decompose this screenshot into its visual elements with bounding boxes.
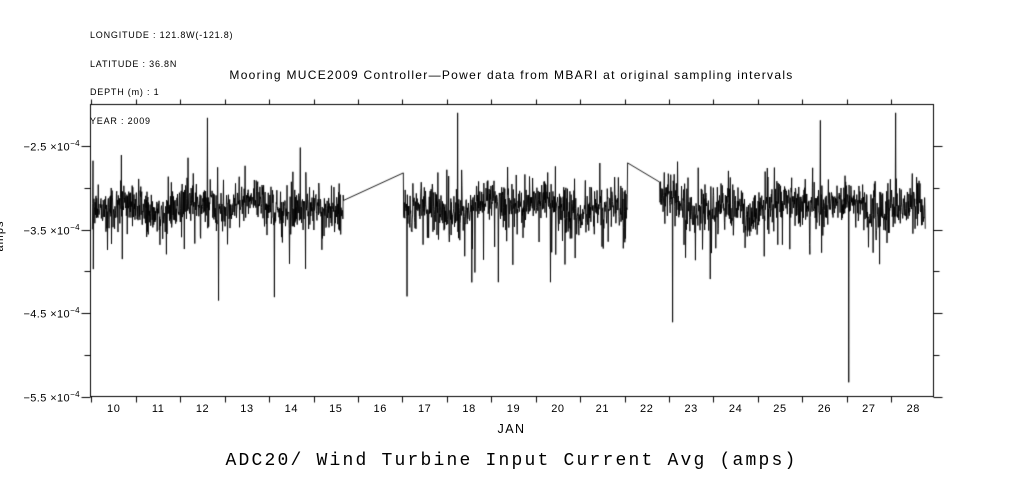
chart-title: Mooring MUCE2009 Controller—Power data f…: [229, 68, 794, 82]
metadata-year: YEAR : 2009: [90, 115, 151, 126]
metadata-latitude: LATITUDE : 36.8N: [90, 58, 178, 69]
metadata-longitude: LONGITUDE : 121.8W(-121.8): [90, 30, 234, 40]
x-axis-tick-label: 13: [240, 403, 254, 415]
x-axis-month-label: JAN: [497, 422, 526, 436]
x-axis-tick-label: 23: [684, 403, 698, 415]
x-axis-tick-label: 24: [728, 403, 743, 415]
x-axis-tick-label: 16: [373, 403, 387, 415]
y-axis-tick-label: −2.5 ×10−4: [23, 139, 80, 154]
y-axis-tick-label: −3.5 ×10−4: [23, 222, 80, 238]
x-axis-tick-label: 26: [817, 403, 832, 415]
y-axis-tick-label: −5.5 ×10−4: [23, 389, 80, 405]
x-axis-tick-label: 17: [417, 403, 432, 415]
x-axis-tick-label: 25: [773, 403, 787, 415]
x-axis-tick-label: 19: [506, 403, 521, 415]
x-axis-tick-label: 22: [640, 403, 654, 415]
y-axis-tick-label: −4.5 ×10−4: [23, 306, 80, 321]
x-axis-tick-label: 21: [595, 403, 610, 415]
x-axis-tick-label: 12: [195, 403, 210, 415]
figure-caption: ADC20/ Wind Turbine Input Current Avg (a…: [225, 451, 798, 471]
x-axis-tick-label: 27: [862, 403, 876, 415]
x-axis-tick-label: 10: [106, 403, 121, 415]
x-axis-tick-label: 20: [551, 403, 565, 415]
x-axis-tick-label: 28: [906, 403, 920, 415]
x-axis-tick-label: 15: [329, 403, 343, 415]
metadata-depth: DEPTH (m) : 1: [90, 87, 160, 97]
metadata-block: LONGITUDE : 121.8W(-121.8) LATITUDE : 36…: [90, 12, 233, 145]
x-axis-tick-label: 14: [284, 403, 299, 415]
x-axis-tick-label: 18: [462, 403, 476, 415]
x-axis-tick-label: 11: [151, 403, 165, 415]
